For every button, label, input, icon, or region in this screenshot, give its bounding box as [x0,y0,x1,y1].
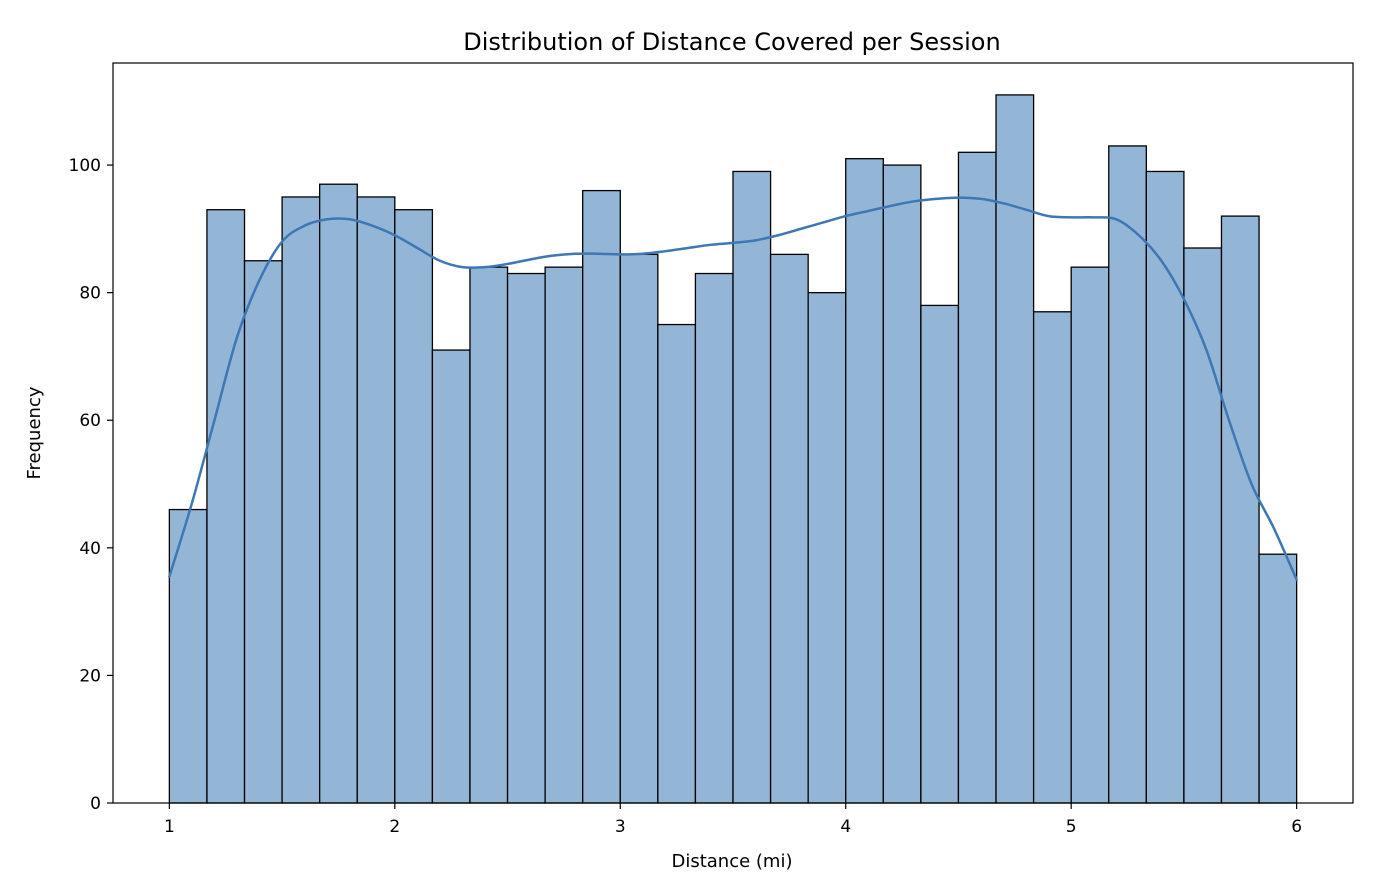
histogram-bars [168,94,1298,804]
histogram-bar [1183,247,1223,804]
histogram-bar [544,266,584,804]
y-tick-label: 20 [79,666,101,686]
x-tick-label: 6 [1291,817,1302,837]
histogram-bar [281,196,321,804]
y-tick-label: 0 [90,794,101,814]
y-tick-label: 80 [79,284,101,304]
histogram-bar [168,508,208,804]
histogram-bar [1145,170,1185,804]
x-tick-label: 2 [389,817,400,837]
histogram-bar [243,260,283,804]
histogram-bar [1108,145,1147,804]
histogram-bar [845,158,884,804]
histogram-bar [394,209,434,804]
x-axis-label: Distance (mi) [671,851,792,872]
chart-title: Distribution of Distance Covered per Ses… [463,28,1000,56]
histogram-bar [657,323,697,804]
y-tick-label: 100 [69,156,101,176]
histogram-bar [356,196,396,804]
histogram-bar [469,266,509,804]
kde-curve [168,196,1298,581]
x-tick-label: 5 [1066,817,1077,837]
histogram-bar [995,94,1035,804]
y-tick-label: 60 [79,411,101,431]
y-axis-label: Frequency [24,386,45,479]
histogram-bar [732,170,772,804]
histogram-bar [1220,215,1260,804]
histogram-bar [957,151,997,804]
histogram-bar [1032,311,1072,804]
x-axis-ticks: 1 2 3 4 5 6 [164,803,1302,837]
histogram-bar [882,164,922,804]
x-tick-label: 3 [615,817,626,837]
y-axis-ticks: 0 20 40 60 80 100 [69,156,113,814]
histogram-bar [769,253,809,804]
x-tick-label: 4 [840,817,851,837]
histogram-bar [1258,553,1298,804]
histogram-bar [582,189,621,804]
histogram-bar [206,209,246,804]
plot-area-frame [112,62,1354,804]
histogram-bar [1070,266,1110,804]
histogram-bar [431,349,471,804]
histogram-bar [506,272,546,804]
histogram-bar [319,183,358,804]
x-tick-label: 1 [164,817,175,837]
histogram-bar [920,304,960,804]
histogram-bar [619,253,659,804]
y-tick-label: 40 [79,539,101,559]
histogram-bar [694,272,734,804]
histogram-bar [807,292,847,804]
